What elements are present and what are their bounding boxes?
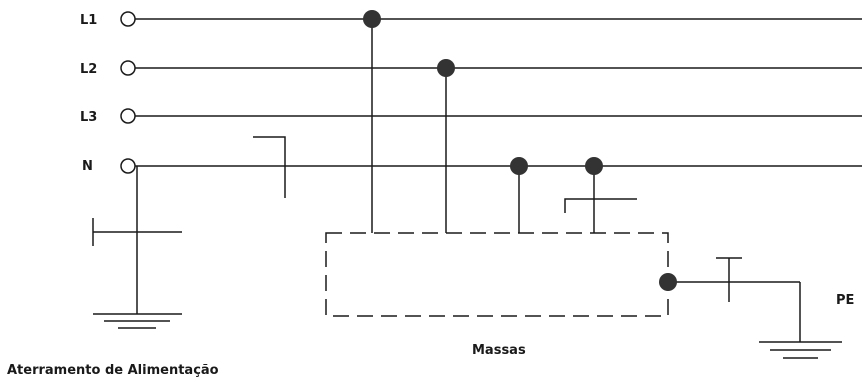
node-pe — [659, 273, 677, 291]
pe-grounding — [668, 257, 842, 359]
neutral-switch-mark — [253, 136, 286, 198]
masses-label: Massas — [472, 343, 526, 358]
node-n-2 — [585, 157, 603, 175]
node-l2 — [437, 59, 455, 77]
conductor-label-l3: L3 — [80, 110, 97, 125]
pe-label: PE — [836, 293, 854, 308]
masses-enclosure — [325, 232, 669, 317]
node-n-1 — [510, 157, 528, 175]
drop-switch-mark — [564, 198, 637, 213]
node-l1 — [363, 10, 381, 28]
conductor-label-n: N — [82, 159, 93, 174]
source-grounding — [92, 166, 182, 329]
conductor-label-l2: L2 — [80, 62, 97, 77]
conductor-label-l1: L1 — [80, 13, 97, 28]
source-grounding-label: Aterramento de Alimentação — [7, 363, 219, 378]
terminal-l1 — [120, 11, 136, 27]
terminal-n — [120, 158, 136, 174]
terminal-l3 — [120, 108, 136, 124]
terminal-l2 — [120, 60, 136, 76]
